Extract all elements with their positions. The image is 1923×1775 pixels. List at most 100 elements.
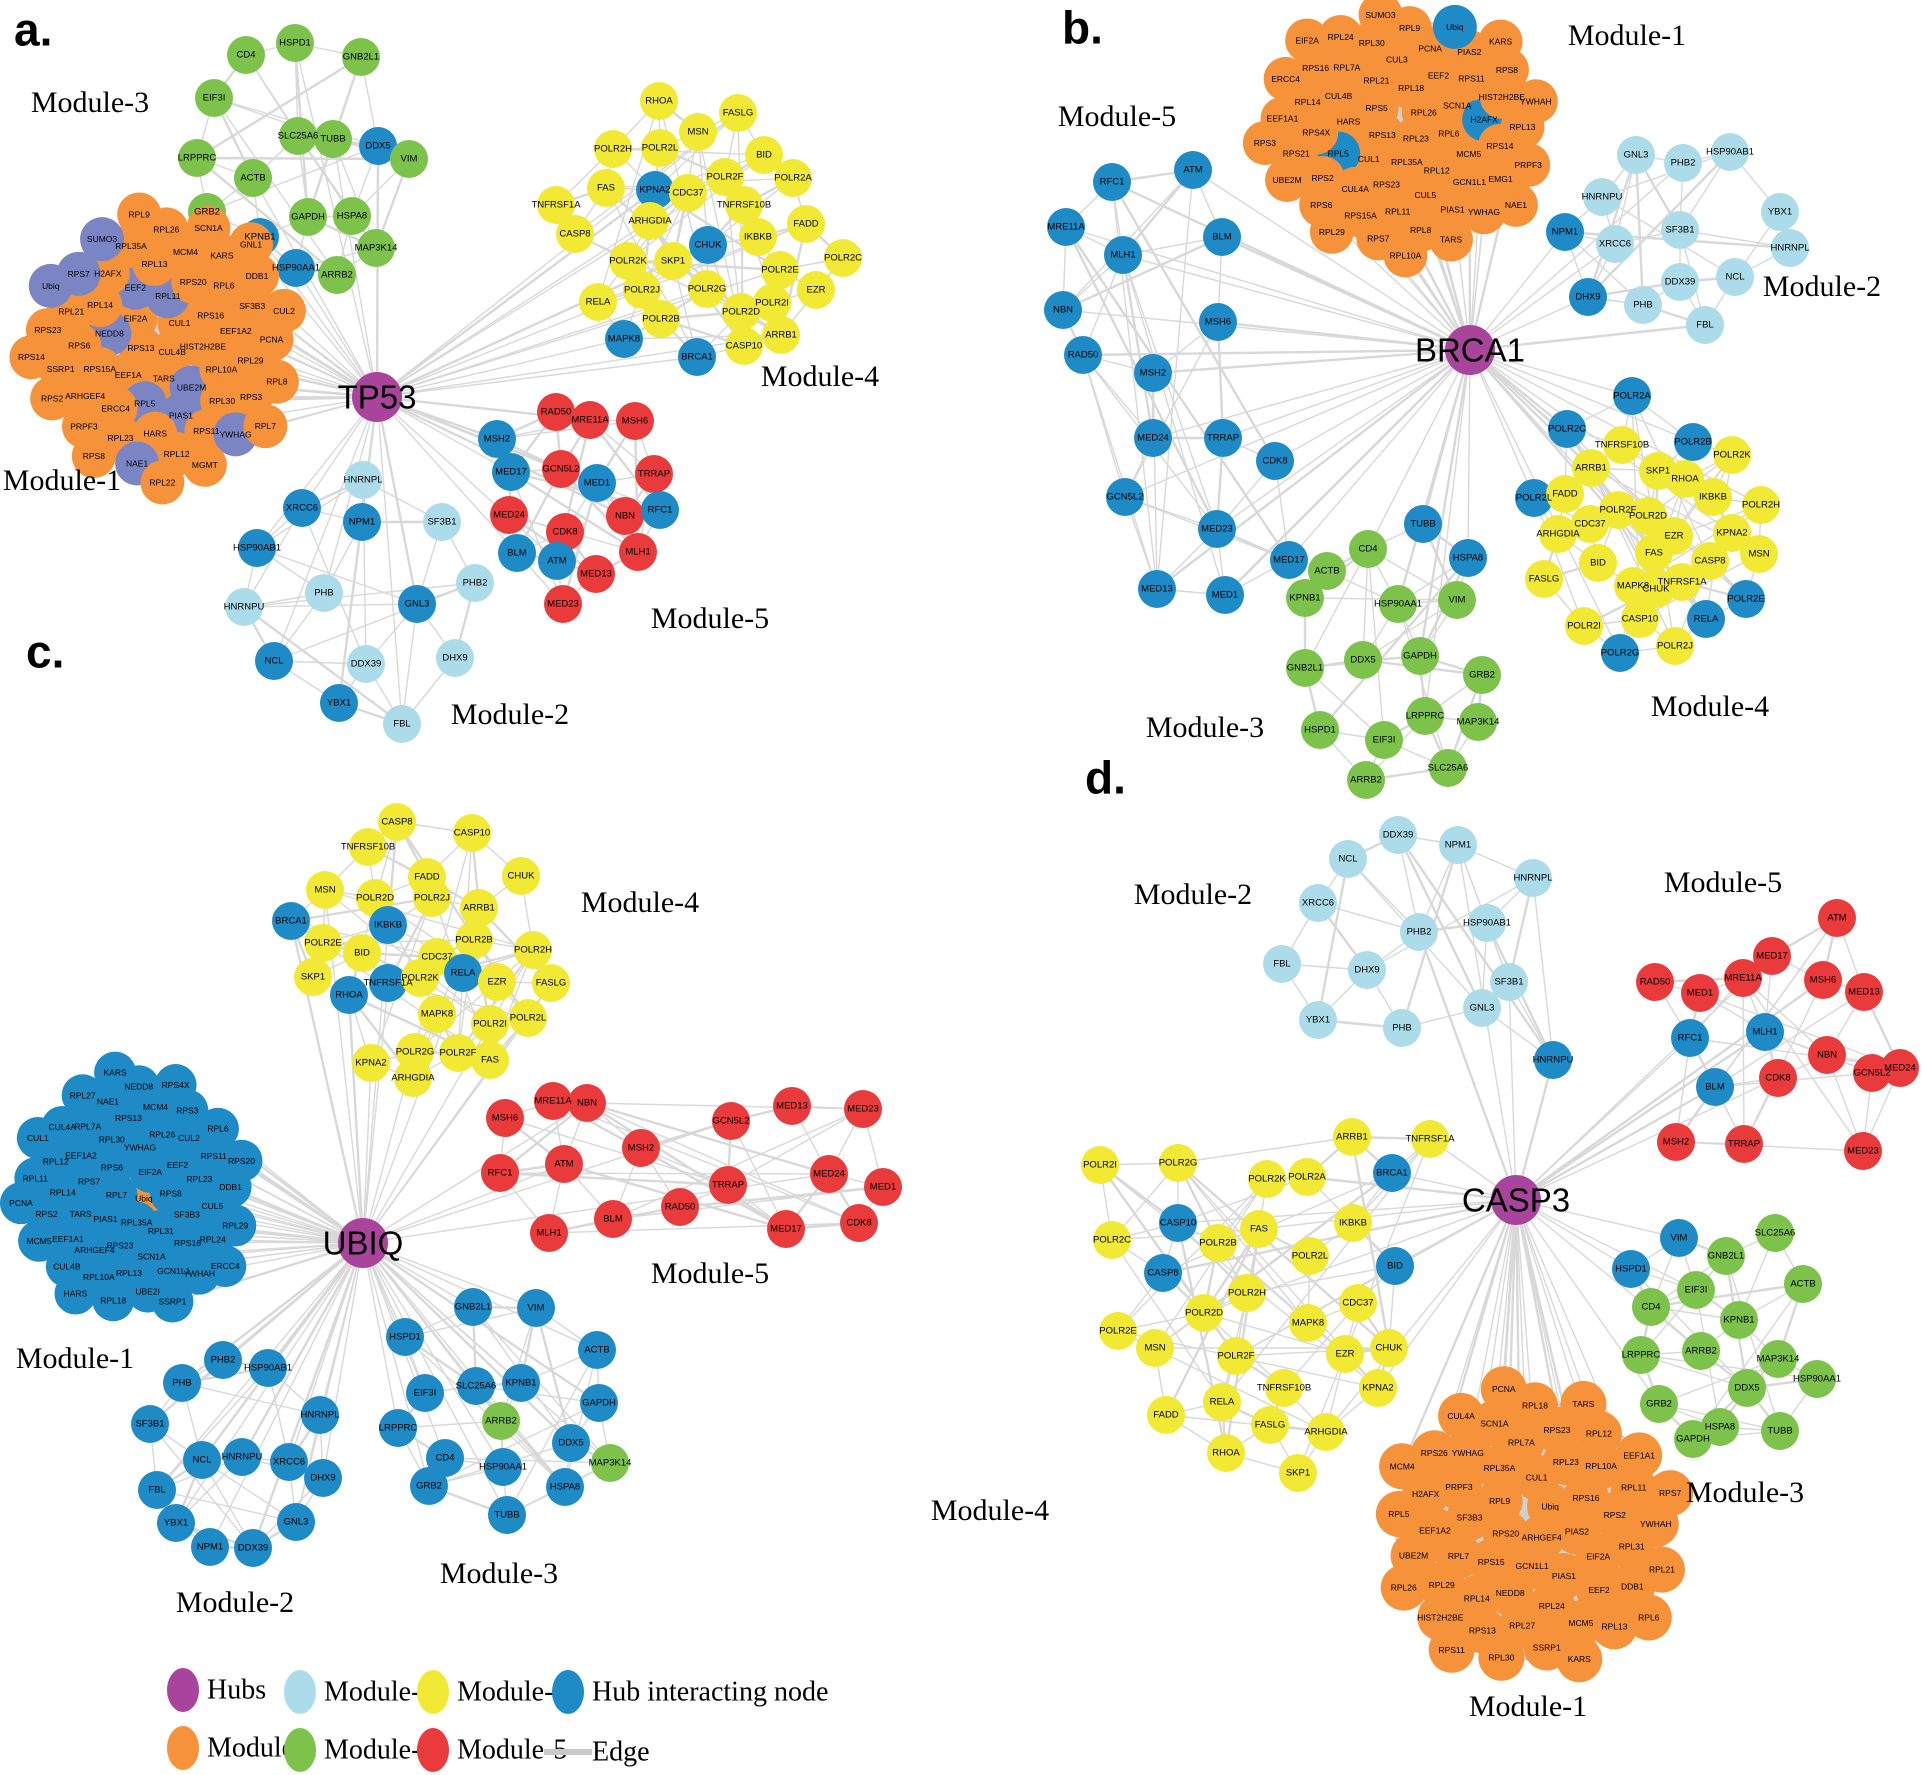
node-a-GCN5L2 <box>542 450 580 488</box>
node-a-DHX9 <box>436 639 474 677</box>
node-b-DDX5 <box>1344 641 1382 679</box>
node-b-ARRB1 <box>1572 449 1610 487</box>
module-label-d-Module-3: Module-3 <box>1686 1476 1804 1509</box>
node-d-HSP90AA1 <box>1798 1360 1836 1398</box>
node-c-RPL6 <box>196 1107 239 1150</box>
node-a-HSP90AA1 <box>277 249 315 287</box>
node-d-MAP3K14 <box>1759 1340 1797 1378</box>
module-label-a-Module-2: Module-2 <box>451 698 569 731</box>
node-d-ATM <box>1818 899 1856 937</box>
node-b-CDC37 <box>1571 505 1609 543</box>
node-d-CHUK <box>1370 1329 1408 1367</box>
node-a-DDX39 <box>347 645 385 683</box>
module-label-b-Module-1: Module-1 <box>1568 19 1686 52</box>
node-b-CASP10 <box>1621 600 1659 638</box>
module-label-d-Module-5: Module-5 <box>1664 866 1782 899</box>
node-c-EZR <box>478 963 516 1001</box>
node-b-RPL24 <box>1318 14 1363 59</box>
node-d-GRB2 <box>1640 1385 1678 1423</box>
module-label-d-Module-1: Module-1 <box>1469 1690 1587 1723</box>
node-a-BLM <box>498 534 536 572</box>
node-c-MLH1 <box>530 1214 568 1252</box>
module-label-d-Module-2: Module-2 <box>1134 878 1252 911</box>
node-d-POLR2I <box>1081 1146 1119 1184</box>
node-a-SUMO3 <box>80 217 125 262</box>
node-d-ARRB2 <box>1682 1332 1720 1370</box>
node-d-CDK8 <box>1759 1059 1797 1097</box>
module-label-c-Module-3: Module-3 <box>440 1557 558 1590</box>
node-d-HSPD1 <box>1612 1250 1650 1288</box>
node-b-FADD <box>1546 475 1584 513</box>
node-c-ACTB <box>578 1331 616 1369</box>
node-b-MSN <box>1740 535 1778 573</box>
node-a-KPNA2 <box>636 171 674 209</box>
module-label-c-Module-1: Module-1 <box>16 1342 134 1375</box>
node-b-GRB2 <box>1463 656 1501 694</box>
hub-CASP3 <box>1491 1175 1541 1225</box>
node-c-MED23 <box>844 1090 882 1128</box>
node-d-FBL <box>1263 945 1301 983</box>
node-a-VIM <box>390 140 428 178</box>
node-d-MED24 <box>1881 1049 1919 1087</box>
node-b-FAS <box>1635 534 1673 572</box>
node-a-MED17 <box>492 453 530 491</box>
node-d-PHB <box>1383 1009 1421 1047</box>
node-c-YBX1 <box>157 1504 195 1542</box>
node-b-POLR2A <box>1613 377 1651 415</box>
hub-TP53 <box>352 372 402 422</box>
node-b-NAE1 <box>1493 182 1538 227</box>
node-a-ACTB <box>234 159 272 197</box>
node-b-HSPA8 <box>1449 539 1487 577</box>
node-d-HNRNPL <box>1514 859 1552 897</box>
node-b-MED23 <box>1198 510 1236 548</box>
node-c-BRCA1 <box>272 902 310 940</box>
node-b-XRCC6 <box>1596 225 1634 263</box>
node-b-ACTB <box>1308 552 1346 590</box>
node-c-RHOA <box>330 976 368 1014</box>
node-a-RHOA <box>640 82 678 120</box>
node-c-ATM <box>545 1145 583 1183</box>
node-d-TNFRSF1A <box>1411 1120 1449 1158</box>
node-d-POLR2F <box>1217 1337 1255 1375</box>
hub-BRCA1 <box>1445 325 1495 375</box>
node-c-HNRNPL <box>301 1396 339 1434</box>
node-b-MAP3K14 <box>1459 703 1497 741</box>
node-b-CASP8 <box>1691 542 1729 580</box>
node-c-CASP8 <box>378 803 416 841</box>
node-d-POLR2B <box>1199 1224 1237 1262</box>
legend-label-hub_node: Hub interacting node <box>592 1677 828 1708</box>
node-d-BLM <box>1696 1068 1734 1106</box>
node-a-RAD50 <box>537 393 575 431</box>
panel-letter-b: b. <box>1062 2 1103 54</box>
node-d-MSH6 <box>1804 961 1842 999</box>
node-d-MAPK8 <box>1289 1304 1327 1342</box>
node-b-POLR2L <box>1515 479 1553 517</box>
node-d-NCL <box>1329 840 1367 878</box>
node-c-TNFRSF1A <box>369 964 407 1002</box>
node-d-BID <box>1376 1247 1414 1285</box>
node-c-TNFRSF10B <box>349 828 387 866</box>
node-b-PHB <box>1624 286 1662 324</box>
node-d-FASLG <box>1251 1406 1289 1444</box>
node-c-MRE11A <box>534 1082 572 1120</box>
node-b-EIF3I <box>1365 721 1403 759</box>
node-d-TARS <box>1560 1380 1607 1427</box>
node-c-RPL29 <box>214 1204 257 1247</box>
node-c-POLR2J <box>413 879 451 917</box>
hub-label-BRCA1: BRCA1 <box>1415 332 1525 369</box>
node-c-MED13 <box>773 1087 811 1125</box>
legend-label-module3: Module-3 <box>324 1735 434 1766</box>
node-b-MED13 <box>1138 570 1176 608</box>
legend-swatch-hub_node <box>552 1670 584 1714</box>
node-c-RPS4X <box>154 1064 197 1107</box>
legend-swatch-module2 <box>284 1670 316 1714</box>
node-b-HSP90AB1 <box>1711 133 1749 171</box>
node-c-RELA <box>444 954 482 992</box>
node-d-PHB2 <box>1400 913 1438 951</box>
node-a-POLR2I <box>753 284 791 322</box>
node-c-POLR2I <box>471 1005 509 1043</box>
node-d-POLR2D <box>1185 1294 1223 1332</box>
node-c-SLC25A6 <box>457 1367 495 1405</box>
node-a-MLH1 <box>619 533 657 571</box>
